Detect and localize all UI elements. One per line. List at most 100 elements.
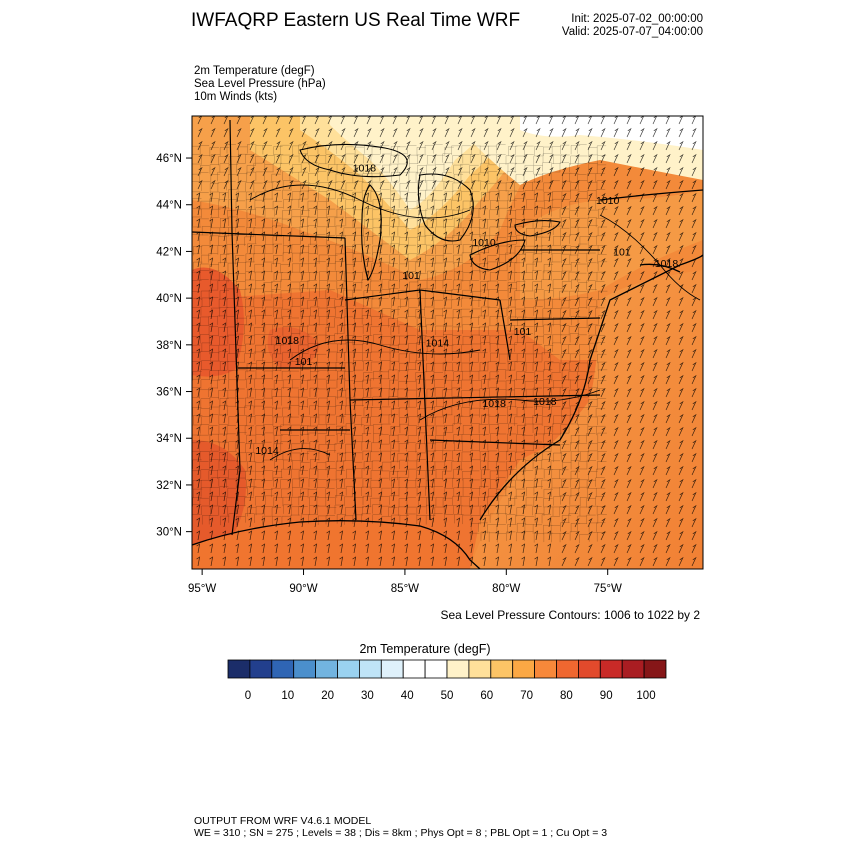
- wind-barb: [404, 231, 409, 242]
- county-line: [299, 477, 309, 487]
- wind-barb: [626, 244, 632, 255]
- county-line: [389, 163, 399, 174]
- wind-barb: [430, 257, 435, 268]
- county-line: [290, 281, 300, 291]
- wind-barb: [665, 218, 671, 229]
- wind-barb: [678, 374, 684, 385]
- wind-barb: [444, 153, 450, 164]
- wind-barb: [417, 218, 422, 229]
- county-line: [298, 198, 308, 209]
- county-line: [363, 228, 373, 238]
- wind-barb: [600, 205, 606, 216]
- county-line: [361, 308, 372, 318]
- county-line: [192, 387, 201, 397]
- wind-barb: [613, 218, 619, 229]
- county-line: [425, 379, 435, 389]
- wind-barb: [691, 361, 697, 372]
- footer-model-info: OUTPUT FROM WRF V4.6.1 MODEL: [194, 815, 372, 827]
- wind-barb: [313, 491, 318, 502]
- wind-barb: [587, 205, 593, 216]
- wind-barb: [665, 244, 671, 255]
- pressure-label: 1018: [353, 162, 377, 174]
- county-line: [433, 362, 444, 373]
- colorbar-swatch: [643, 659, 667, 679]
- wind-barb: [365, 413, 370, 424]
- county-line: [272, 353, 282, 363]
- wind-barb: [261, 283, 266, 294]
- county-line: [236, 281, 246, 291]
- wind-barb: [574, 400, 580, 411]
- county-line: [487, 255, 497, 265]
- county-line: [508, 146, 518, 156]
- wind-barb: [613, 556, 619, 567]
- wind-barb: [613, 439, 619, 450]
- county-line: [280, 144, 290, 155]
- wind-barb: [561, 192, 567, 203]
- wind-barb: [235, 231, 240, 242]
- wind-barb: [431, 127, 437, 138]
- county-line: [407, 435, 418, 445]
- wind-barb: [691, 556, 697, 567]
- wind-barb: [223, 140, 229, 151]
- county-line: [273, 477, 283, 487]
- wind-barb: [456, 218, 461, 229]
- wind-barb: [339, 374, 344, 385]
- county-line: [580, 451, 590, 461]
- wind-barb: [496, 140, 502, 151]
- wind-barb: [352, 231, 357, 242]
- wind-barb: [443, 556, 448, 567]
- wind-barb: [235, 452, 240, 463]
- wind-barb: [652, 465, 658, 476]
- wind-barb: [482, 348, 487, 359]
- wind-barb: [600, 530, 606, 541]
- wind-barb: [600, 504, 606, 515]
- county-line: [543, 525, 553, 535]
- county-line: [282, 189, 292, 200]
- wind-barb: [561, 348, 567, 359]
- county-line: [452, 450, 462, 460]
- county-line: [391, 298, 401, 308]
- wind-barb: [626, 166, 632, 177]
- county-line: [552, 225, 563, 236]
- wind-barb: [456, 530, 461, 541]
- wind-barb: [561, 218, 567, 229]
- county-line: [481, 192, 491, 202]
- county-line: [291, 506, 301, 516]
- county-line: [335, 306, 345, 316]
- wind-barb: [626, 465, 632, 476]
- wind-barb: [561, 283, 567, 294]
- county-line: [426, 497, 436, 507]
- wind-barb: [548, 153, 554, 164]
- wind-barb: [327, 116, 333, 125]
- wind-barb: [417, 452, 422, 463]
- county-line: [228, 216, 238, 226]
- county-line: [236, 163, 246, 173]
- wind-barb: [469, 452, 474, 463]
- county-line: [318, 397, 328, 408]
- county-line: [280, 163, 290, 173]
- county-line: [433, 299, 444, 310]
- wind-barb: [508, 335, 513, 346]
- wind-barb: [417, 192, 422, 203]
- colorbar-swatch: [490, 659, 514, 679]
- wind-barb: [274, 322, 279, 333]
- wind-barb: [561, 116, 567, 125]
- wind-barb: [665, 465, 671, 476]
- county-line: [470, 450, 480, 460]
- county-line: [371, 262, 381, 273]
- wind-barb: [587, 439, 593, 450]
- wind-barb: [626, 296, 632, 307]
- lat-tick-label: 42°N: [156, 246, 182, 258]
- county-line: [371, 316, 381, 326]
- wind-barb: [417, 322, 422, 333]
- county-line: [336, 235, 346, 245]
- county-line: [218, 298, 229, 309]
- wind-barb: [639, 517, 645, 528]
- county-line: [560, 334, 570, 344]
- county-line: [570, 379, 580, 390]
- wind-barb: [495, 439, 500, 450]
- county-line: [577, 523, 587, 533]
- wind-barb: [365, 296, 370, 307]
- county-line: [472, 234, 482, 244]
- county-line: [237, 461, 247, 471]
